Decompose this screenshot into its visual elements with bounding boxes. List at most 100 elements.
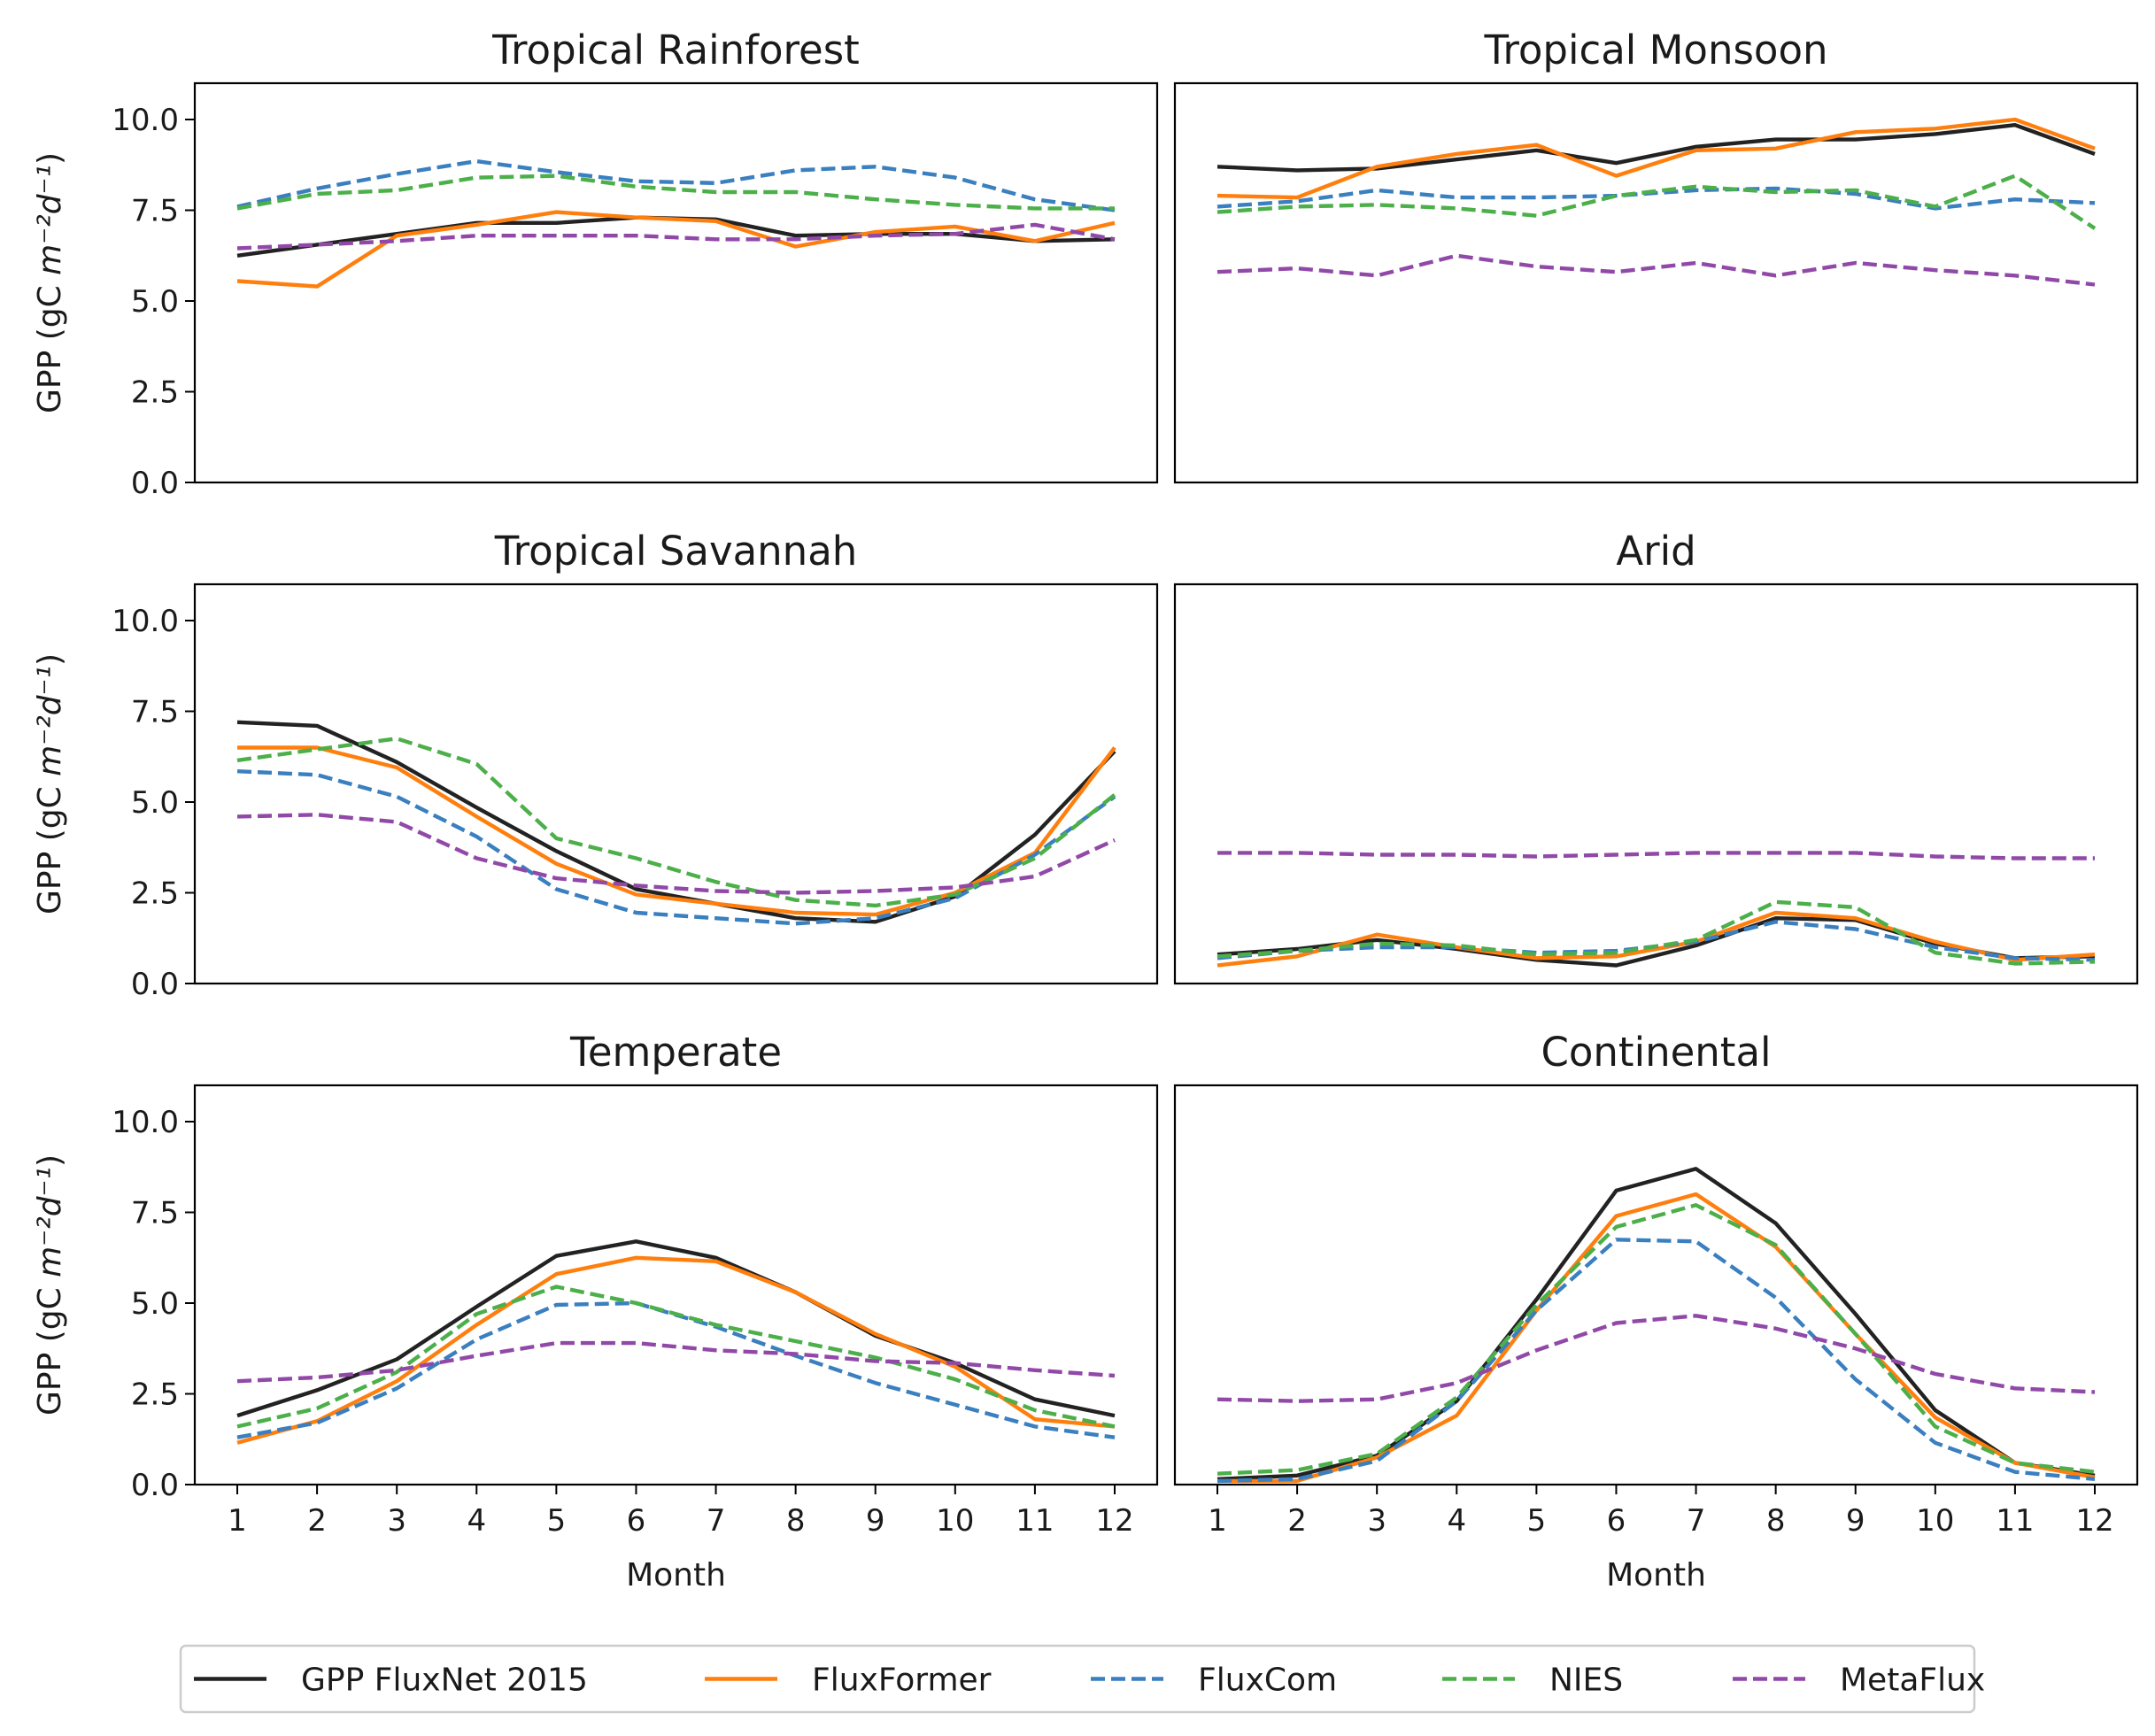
y-axis-label-close: ) [32, 1154, 68, 1167]
y-axis-label-units: m⁻²d⁻¹ [32, 165, 68, 275]
x-tick-label: 2 [1287, 1503, 1307, 1539]
y-axis-label-close: ) [32, 152, 68, 165]
x-tick-label: 3 [387, 1503, 406, 1539]
y-axis-label-main: GPP (gC [32, 776, 68, 914]
series-group [1217, 117, 2097, 287]
series-line-fluxformer [1217, 910, 2096, 968]
x-axis-label: Month [1606, 1557, 1706, 1593]
y-axis-label-main: GPP (gC [32, 1277, 68, 1416]
y-tick-label: 10.0 [112, 604, 179, 639]
y-tick-label: 0.0 [131, 466, 179, 501]
x-tick-label: 5 [1527, 1503, 1547, 1539]
series-line-nies [1217, 174, 2097, 230]
panel-temperate: Temperate 0.0 2.5 5.0 7.5 10.0 GPP (gC m⁻²d⁻¹)… [32, 1029, 1159, 1593]
series-line-metaflux [236, 222, 1116, 251]
panel-title-arid: Arid [1616, 528, 1695, 575]
series-group [236, 158, 1116, 289]
x-tick-label: 3 [1367, 1503, 1386, 1539]
x-tick-label: 9 [866, 1503, 885, 1539]
y-tick-label: 2.5 [131, 1377, 179, 1413]
series-line-nies [1217, 1203, 2096, 1476]
x-tick-label: 10 [936, 1503, 974, 1539]
y-tick-label: 0.0 [131, 967, 179, 1002]
x-tick-label: 8 [1766, 1503, 1786, 1539]
axes-frame [193, 583, 1159, 985]
x-tick-label: 7 [1687, 1503, 1706, 1539]
y-axis-label-main: GPP (gC [32, 275, 68, 413]
legend-box [179, 1644, 1976, 1714]
panel-tropical-savannah: Tropical Savannah 0.0 2.5 5.0 7.5 10.0 GPP (gC… [32, 528, 1159, 1002]
series-line-metaflux [1217, 253, 2096, 287]
x-tick-label: 7 [707, 1503, 726, 1539]
x-tick-label: 9 [1846, 1503, 1865, 1539]
x-tick-label: 12 [1095, 1503, 1133, 1539]
x-tick-label: 5 [547, 1503, 567, 1539]
x-tick-label: 12 [2075, 1503, 2113, 1539]
axes-frame [193, 1084, 1159, 1486]
legend-label-fluxcom: FluxCom [1198, 1663, 1337, 1699]
x-axis-label: Month [626, 1557, 726, 1593]
x-tick-label: 11 [1016, 1503, 1054, 1539]
series-line-metaflux [236, 1340, 1116, 1384]
y-tick-label: 7.5 [131, 695, 179, 730]
y-tick-label: 5.0 [131, 284, 179, 320]
legend-label-metaflux: MetaFlux [1840, 1663, 1985, 1699]
x-tick-label: 8 [786, 1503, 806, 1539]
x-tick-label: 2 [307, 1503, 327, 1539]
legend-label-nies: NIES [1549, 1663, 1623, 1699]
panel-arid: Arid [1173, 528, 2139, 985]
axes-frame [1173, 1084, 2139, 1486]
series-group [1217, 851, 2096, 968]
series-line-fluxcom [1217, 186, 2096, 211]
series-line-fluxformer [1217, 117, 2096, 200]
panel-title-tropical-savannah: Tropical Savannah [494, 528, 858, 575]
series-line-nies [236, 1285, 1116, 1429]
series-group [1217, 1167, 2096, 1484]
panel-title-tropical-rainforest: Tropical Rainforest [491, 27, 860, 73]
axes-frame [1173, 583, 2139, 985]
series-line-fluxcom [236, 158, 1116, 212]
y-tick-label: 10.0 [112, 103, 179, 138]
series-line-gpp-fluxnet-2015 [1217, 122, 2096, 173]
x-tick-label: 1 [228, 1503, 247, 1539]
x-tick-label: 4 [1447, 1503, 1466, 1539]
axes-frame [193, 81, 1159, 484]
y-axis-label-units: m⁻²d⁻¹ [32, 1167, 68, 1277]
series-line-fluxcom [1217, 1238, 2096, 1484]
y-axis-label: GPP (gC m⁻²d⁻¹) [32, 152, 68, 413]
y-tick-label: 10.0 [112, 1105, 179, 1140]
series-line-fluxformer [236, 210, 1116, 289]
series-line-gpp-fluxnet-2015 [1217, 1167, 2096, 1481]
series-line-metaflux [1217, 1314, 2096, 1403]
series-group [236, 1239, 1116, 1445]
y-axis-label: GPP (gC m⁻²d⁻¹) [32, 653, 68, 914]
panel-title-continental: Continental [1541, 1029, 1771, 1076]
series-line-nies [236, 174, 1115, 211]
series-line-nies [1217, 899, 2096, 966]
series-line-metaflux [236, 813, 1116, 895]
series-line-nies [236, 737, 1116, 908]
series-line-gpp-fluxnet-2015 [236, 1239, 1116, 1418]
series-line-metaflux [1217, 851, 2095, 860]
y-tick-label: 5.0 [131, 785, 179, 821]
series-line-fluxcom [236, 769, 1116, 926]
panel-tropical-rainforest: Tropical Rainforest 0.0 2.5 5.0 7.5 10.0 GPP (… [32, 27, 1159, 501]
legend: GPP FluxNet 2015 FluxFormer FluxCom NIES Met… [179, 1644, 1985, 1714]
legend-label-gpp-fluxnet-2015: GPP FluxNet 2015 [301, 1663, 588, 1699]
y-tick-label: 0.0 [131, 1468, 179, 1503]
legend-label-fluxformer: FluxFormer [812, 1663, 992, 1699]
x-tick-label: 10 [1916, 1503, 1954, 1539]
x-tick-label: 6 [1607, 1503, 1626, 1539]
series-line-fluxformer [1217, 1192, 2096, 1484]
y-tick-label: 2.5 [131, 876, 179, 912]
x-tick-label: 4 [467, 1503, 486, 1539]
x-tick-label: 1 [1208, 1503, 1227, 1539]
y-tick-label: 2.5 [131, 375, 179, 411]
axes-frame [1173, 81, 2139, 484]
y-tick-label: 7.5 [131, 194, 179, 229]
series-line-fluxformer [236, 1255, 1116, 1445]
